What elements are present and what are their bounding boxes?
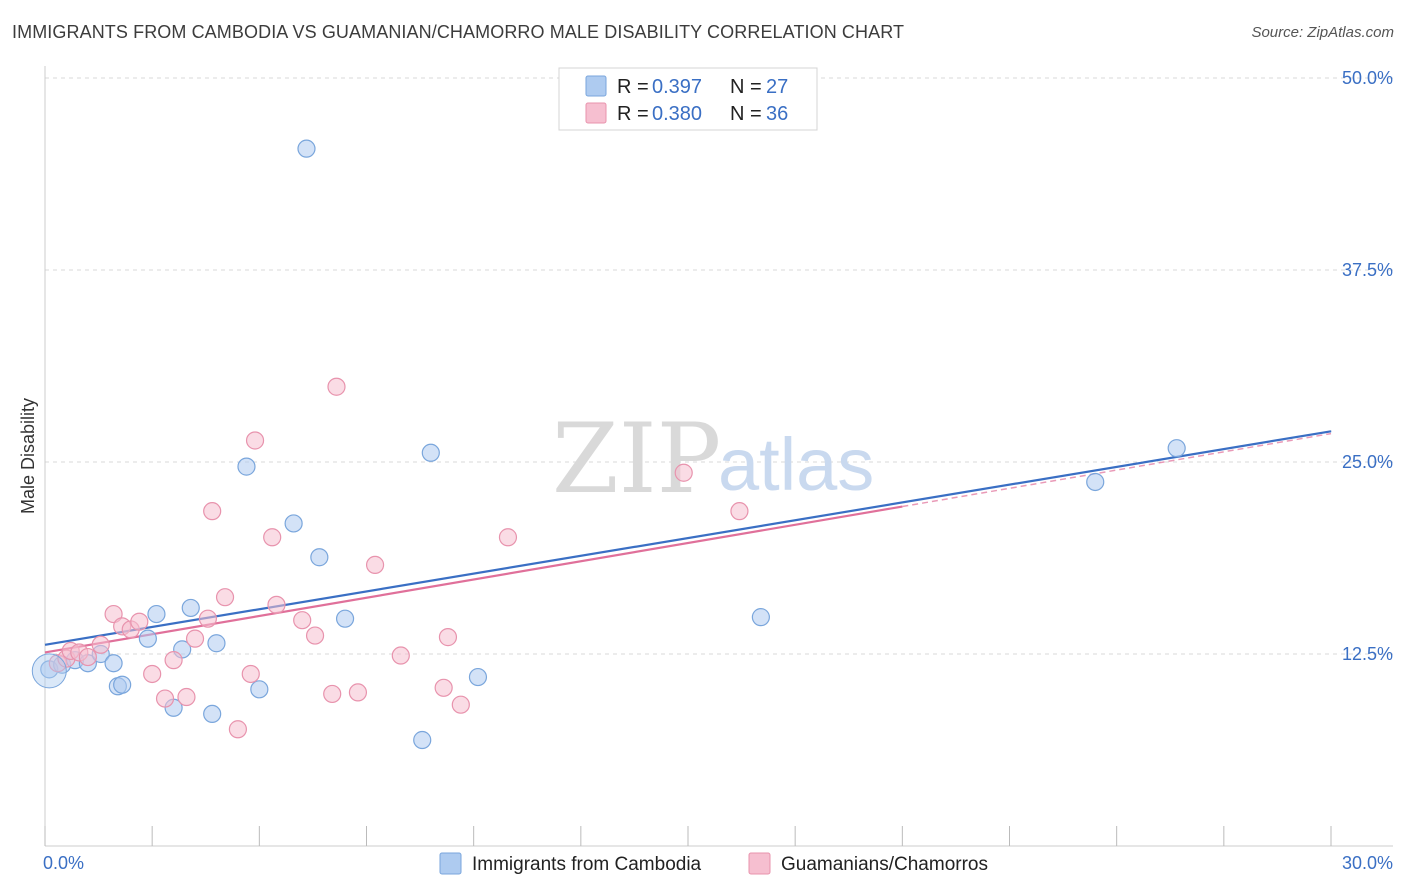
data-point-pink <box>215 588 235 607</box>
data-point-blue <box>310 548 329 567</box>
data-point-blue <box>1167 439 1186 458</box>
trend-line-pink <box>44 505 903 654</box>
x-tick-label: 0.0% <box>43 853 84 873</box>
legend-r-value-2: 0.380 <box>652 103 702 125</box>
data-point-blue <box>113 675 132 694</box>
data-point-pink <box>438 628 458 647</box>
data-point-pink <box>293 611 312 630</box>
series-legend-swatch-cambodia <box>439 852 462 875</box>
data-point-blue <box>421 443 440 462</box>
x-tick-label: 30.0% <box>1342 853 1393 873</box>
legend-n-value-1: 27 <box>766 76 788 98</box>
series-legend-label-cambodia: Immigrants from Cambodia <box>472 854 702 875</box>
series-legend-label-guamanian: Guamanians/Chamorros <box>781 854 988 875</box>
data-point-blue <box>138 629 157 648</box>
data-point-pink <box>228 720 247 739</box>
legend-r-value-1: 0.397 <box>652 76 702 98</box>
data-point-pink <box>241 664 260 684</box>
legend-swatch-pink <box>585 102 607 124</box>
data-point-blue <box>468 667 488 687</box>
legend-n-value-2: 36 <box>766 103 788 125</box>
data-point-pink <box>164 651 183 670</box>
legend-swatch-blue <box>585 75 607 97</box>
data-point-blue <box>181 598 200 618</box>
data-point-pink <box>104 604 123 624</box>
y-axis-label: Male Disability <box>18 398 38 514</box>
data-point-pink <box>245 431 265 450</box>
data-point-blue <box>297 139 316 158</box>
data-point-pink <box>91 635 110 654</box>
axis-layer: 12.5% 25.0% 37.5% 50.0% 0.0% 30.0% <box>43 66 1393 873</box>
data-point-blue <box>335 609 355 628</box>
data-point-blue <box>413 730 432 750</box>
legend-n-label-1: N = <box>730 76 762 98</box>
y-tick-label: 37.5% <box>1342 260 1393 280</box>
data-point-pink <box>434 678 453 697</box>
watermark: ZIP atlas <box>552 403 874 515</box>
data-point-pink <box>327 377 346 396</box>
watermark-atlas: atlas <box>718 423 874 506</box>
data-point-pink <box>391 646 410 665</box>
legend-n-label-2: N = <box>730 103 762 125</box>
data-point-pink <box>130 612 149 631</box>
data-point-blue <box>207 634 226 653</box>
y-tick-label: 50.0% <box>1342 68 1393 88</box>
data-point-pink <box>365 555 385 575</box>
data-point-blue <box>284 514 303 533</box>
y-tick-label: 12.5% <box>1342 644 1393 664</box>
data-point-blue <box>203 704 222 724</box>
legend-r-label-1: R = <box>617 76 649 98</box>
point-layer <box>31 139 1186 750</box>
data-point-blue <box>1086 472 1105 492</box>
data-point-pink <box>198 609 217 628</box>
trend-line-blue <box>44 430 1332 646</box>
data-point-pink <box>323 684 342 704</box>
chart-title: IMMIGRANTS FROM CAMBODIA VS GUAMANIAN/CH… <box>12 22 905 42</box>
data-point-blue <box>104 654 123 673</box>
correlation-legend: R = 0.397 N = 27 R = 0.380 N = 36 <box>558 67 818 131</box>
data-point-pink <box>143 664 162 684</box>
data-point-pink <box>203 502 222 521</box>
data-point-blue <box>751 608 770 627</box>
data-point-pink <box>185 629 205 648</box>
data-point-pink <box>730 502 749 521</box>
data-point-pink <box>263 528 282 547</box>
y-tick-label: 25.0% <box>1342 452 1393 472</box>
data-point-pink <box>305 626 325 645</box>
data-point-pink <box>155 689 175 708</box>
data-point-blue <box>237 457 256 476</box>
legend-r-label-2: R = <box>617 103 649 125</box>
data-point-blue <box>147 604 166 624</box>
series-legend-swatch-guamanian <box>748 852 771 875</box>
series-legend: Immigrants from Cambodia Guamanians/Cham… <box>439 852 988 875</box>
chart-source: Source: ZipAtlas.com <box>1251 24 1394 41</box>
data-point-pink <box>78 647 97 667</box>
grid-layer <box>45 77 1393 655</box>
data-point-cluster <box>31 653 67 689</box>
data-point-pink <box>348 683 368 702</box>
watermark-zip: ZIP <box>552 403 721 515</box>
data-point-pink <box>177 687 196 707</box>
data-point-pink <box>267 595 286 614</box>
data-point-pink <box>498 528 518 547</box>
data-point-pink <box>451 695 470 714</box>
trend-line-extension-pink <box>902 432 1332 508</box>
data-point-blue <box>250 680 269 699</box>
trend-layer <box>44 430 1332 654</box>
data-point-pink <box>674 463 693 482</box>
